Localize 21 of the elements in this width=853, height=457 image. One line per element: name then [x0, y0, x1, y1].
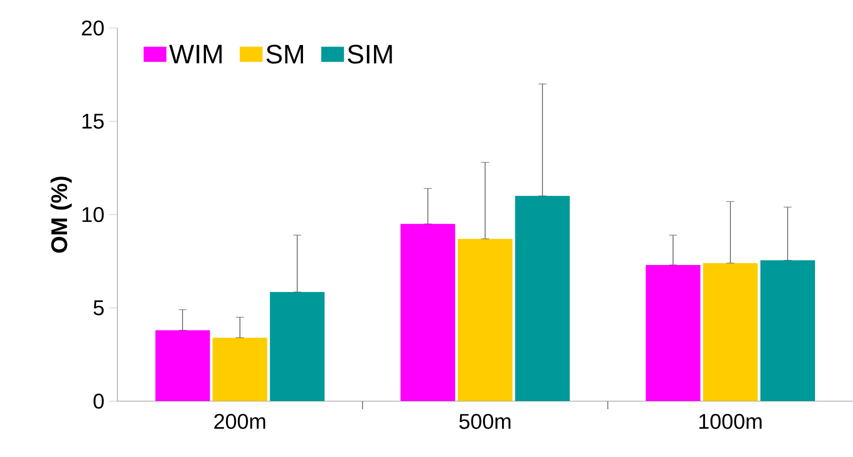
x-tick-label: 500m [459, 414, 510, 429]
y-tick-label: 0 [94, 394, 104, 409]
x-tick-label: 1000m [699, 414, 762, 429]
bar [400, 224, 456, 402]
bar [646, 264, 700, 402]
y-axis-title: OM (%) [50, 176, 72, 253]
legend-label: SM [266, 44, 304, 64]
y-tick-label: 15 [82, 114, 104, 129]
y-tick-label: 10 [82, 206, 104, 222]
bar [703, 263, 758, 402]
legend-label: WIM [169, 44, 222, 64]
bar [212, 338, 268, 402]
y-tick-label: 5 [94, 300, 104, 316]
bar [760, 260, 816, 402]
bar [155, 330, 210, 402]
bar [515, 196, 570, 402]
bar [270, 292, 325, 402]
bar [458, 238, 512, 402]
x-tick-label: 200m [214, 414, 266, 429]
legend-label: SIM [348, 44, 392, 64]
y-tick-label: 20 [82, 20, 104, 36]
